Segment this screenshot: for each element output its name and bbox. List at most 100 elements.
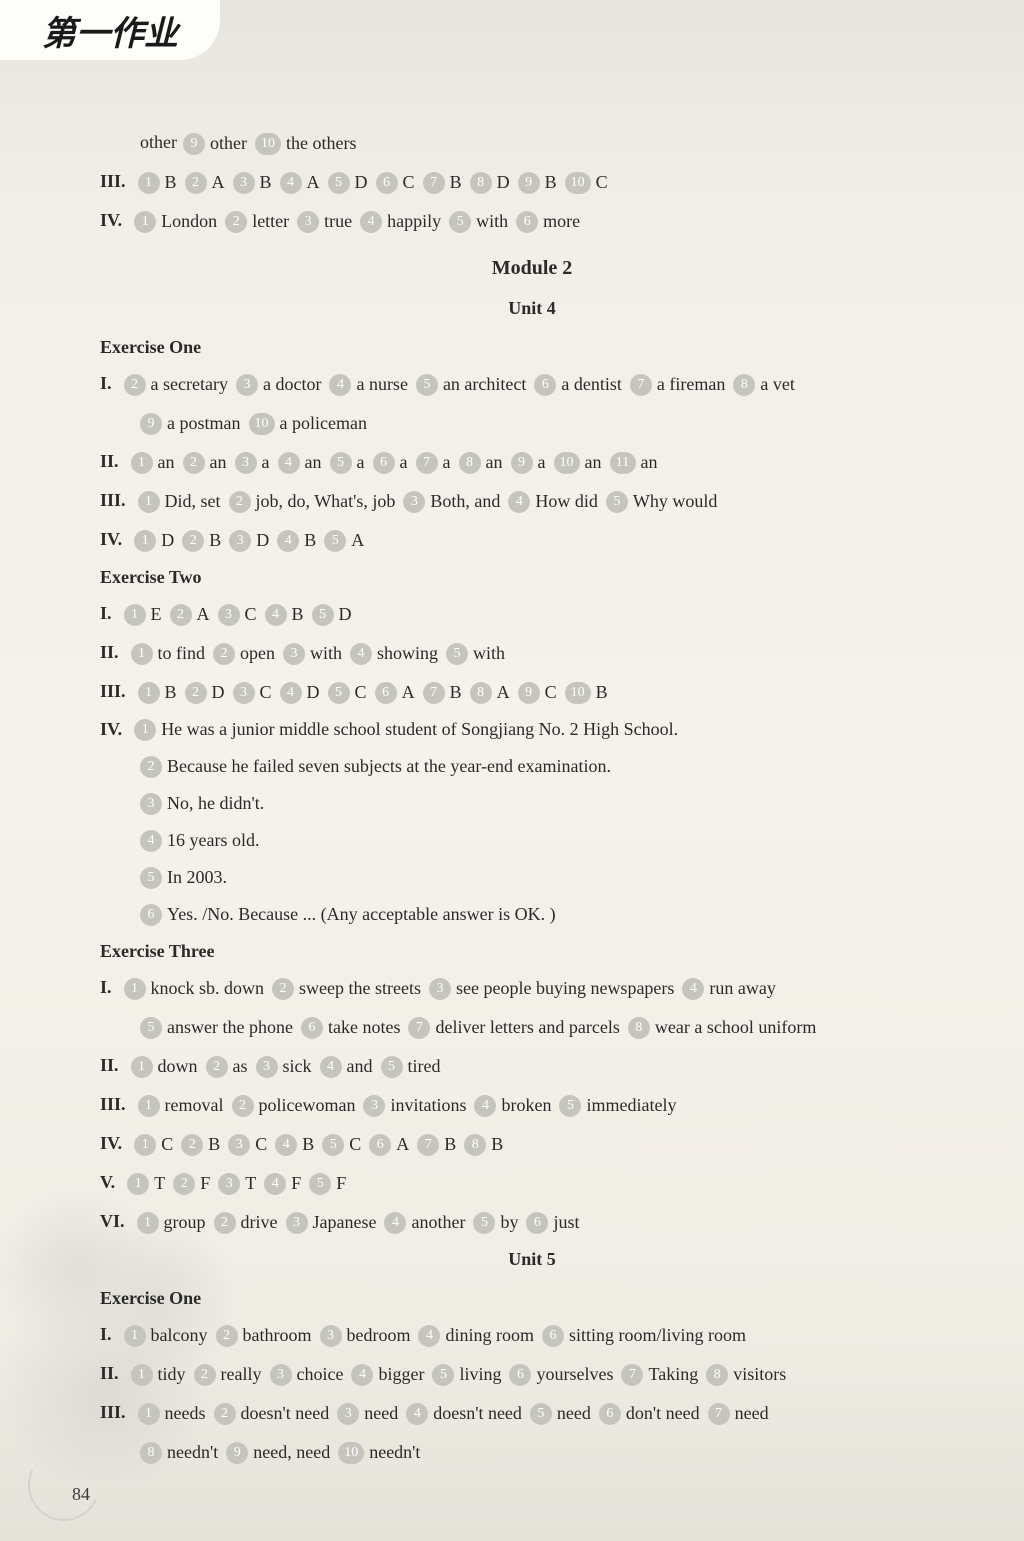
answer-number: 6 [373, 452, 395, 474]
answer-number: 3 [256, 1056, 278, 1078]
answer-number: 5 [330, 452, 352, 474]
u5-ex1-iii-row1: III. 1needs2doesn't need3need4doesn't ne… [100, 1398, 964, 1427]
answer-number: 7 [630, 374, 652, 396]
answer-number: 1 [127, 1173, 149, 1195]
answer-text: by [500, 1209, 518, 1236]
answer-number: 9 [518, 682, 540, 704]
answer-item: 5C [328, 679, 367, 706]
answer-text: sick [283, 1053, 312, 1080]
answer-item: 2D [185, 679, 225, 706]
answer-item: 9a [511, 449, 546, 476]
answer-number: 9 [518, 172, 540, 194]
exercise-title: Exercise One [100, 1285, 964, 1312]
answer-item: 7B [423, 679, 462, 706]
answer-item: 4 16 years old. [140, 827, 259, 854]
answer-text: Yes. /No. Because ... (Any acceptable an… [167, 901, 556, 928]
answer-number: 4 [265, 604, 287, 626]
answer-item: 8D [470, 169, 510, 196]
answer-text: living [459, 1361, 501, 1388]
answer-number: 2 [216, 1325, 238, 1347]
answer-text: a [262, 449, 270, 476]
roman-label: II. [100, 1052, 119, 1079]
answer-item: 1tidy [131, 1361, 186, 1388]
answer-number: 1 [131, 643, 153, 665]
answer-item: 4B [265, 601, 304, 628]
answer-number: 1 [134, 1134, 156, 1156]
answer-number: 6 [516, 211, 538, 233]
answer-text: B [596, 679, 608, 706]
answer-item: 1Did, set [138, 488, 221, 515]
answer-item: 6yourselves [509, 1361, 613, 1388]
answer-group: 1tidy2really3choice4bigger5living6yourse… [131, 1359, 795, 1388]
roman-label: IV. [100, 716, 122, 743]
header-title: 第一作业 [42, 6, 178, 55]
answer-text: another [411, 1209, 465, 1236]
answer-number: 1 [138, 1095, 160, 1117]
answer-text: a policeman [280, 410, 367, 437]
answer-group: 9other10the others [183, 128, 364, 157]
answer-number: 1 [137, 1212, 159, 1234]
answer-item: 7need [708, 1400, 769, 1427]
answer-number: 7 [416, 452, 438, 474]
answer-number: 2 [213, 643, 235, 665]
answer-item: 3a doctor [236, 371, 321, 398]
u4-ex2-ii: II. 1to find2open3with4showing5with [100, 638, 964, 667]
answer-text: broken [501, 1092, 551, 1119]
answer-item: 2A [185, 169, 225, 196]
answer-number: 4 [384, 1212, 406, 1234]
answer-text: C [596, 169, 608, 196]
answer-text: with [473, 640, 505, 667]
answer-text: B [260, 169, 272, 196]
answer-item: 4doesn't need [406, 1400, 522, 1427]
answer-item: 3 No, he didn't. [140, 790, 264, 817]
answer-text: C [245, 601, 257, 628]
answer-item: 2B [181, 1131, 220, 1158]
answer-text: tired [408, 1053, 441, 1080]
answer-item: 5living [432, 1361, 501, 1388]
answer-item: 2doesn't need [214, 1400, 330, 1427]
answer-text: a [357, 449, 365, 476]
roman-label: II. [100, 448, 119, 475]
answer-number: 5 [312, 604, 334, 626]
answer-number: 6 [534, 374, 556, 396]
answer-item: 4How did [508, 488, 598, 515]
roman-label: II. [100, 1360, 119, 1387]
carryover-iv: IV. 1London2letter3true4happily5with6mor… [100, 206, 964, 235]
answer-item: 4F [264, 1170, 301, 1197]
answer-text: sweep the streets [299, 975, 421, 1002]
answer-number: 9 [140, 413, 162, 435]
answer-item: 4and [320, 1053, 373, 1080]
answer-item: 1down [131, 1053, 198, 1080]
answer-text: D [256, 527, 269, 554]
answer-number: 6 [599, 1403, 621, 1425]
answer-item: 2open [213, 640, 275, 667]
answer-number: 8 [628, 1017, 650, 1039]
roman-label: IV. [100, 1130, 122, 1157]
answer-text: knock sb. down [151, 975, 265, 1002]
answer-item: 1balcony [124, 1322, 208, 1349]
answer-item: 1an [131, 449, 175, 476]
answer-number: 3 [233, 682, 255, 704]
answer-item: 3see people buying newspapers [429, 975, 674, 1002]
answer-text: F [336, 1170, 346, 1197]
answer-number: 7 [408, 1017, 430, 1039]
u4-ex3-v: V. 1T2F3T4F5F [100, 1168, 964, 1197]
answer-number: 6 [376, 172, 398, 194]
answer-item: 3C [233, 679, 272, 706]
carryover-line1: other 9other10the others [100, 128, 964, 157]
answer-item: 5C [322, 1131, 361, 1158]
answer-number: 3 [363, 1095, 385, 1117]
answer-group: 1C2B3C4B5C6A7B8B [134, 1129, 511, 1158]
answer-text: really [221, 1361, 262, 1388]
answer-item: 5with [446, 640, 505, 667]
answer-group: 2a secretary3a doctor4a nurse5an archite… [124, 369, 803, 398]
answer-text: B [444, 1131, 456, 1158]
answer-number: 5 [416, 374, 438, 396]
answer-item: 4D [280, 679, 320, 706]
answer-item: 4another [384, 1209, 465, 1236]
answer-number: 8 [470, 172, 492, 194]
answer-item: 4showing [350, 640, 438, 667]
answer-text: A [396, 1131, 409, 1158]
answer-number: 3 [429, 978, 451, 1000]
answer-item: 5D [312, 601, 352, 628]
